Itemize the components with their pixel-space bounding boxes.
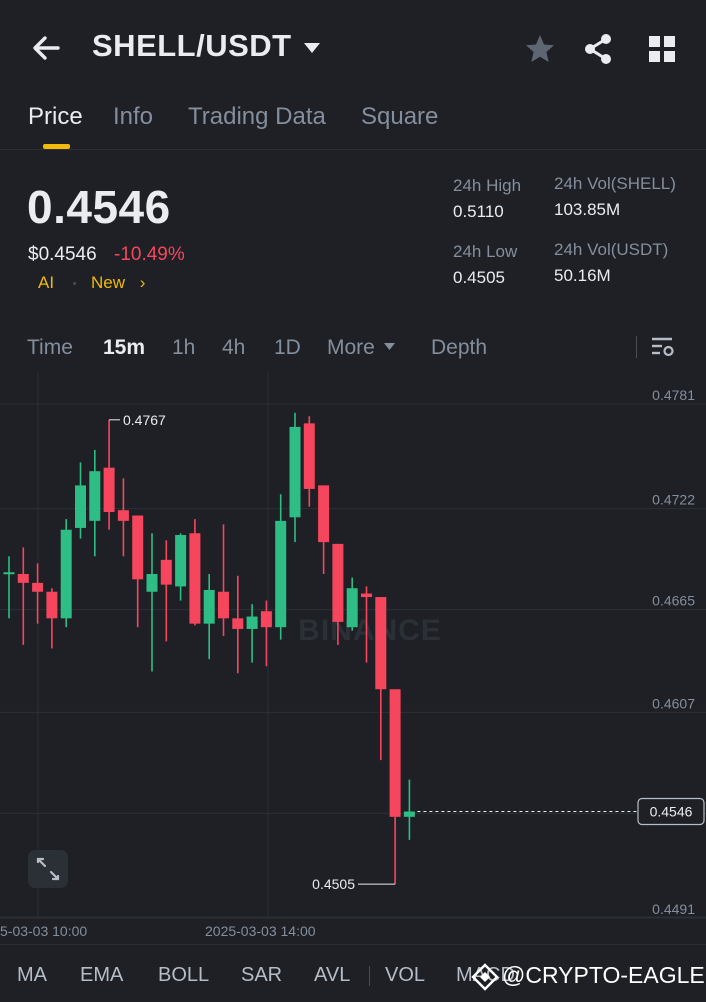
more-caret-icon bbox=[384, 343, 395, 350]
candle-body bbox=[117, 510, 129, 521]
change-percent: -10.49% bbox=[114, 244, 185, 265]
indicator-boll[interactable]: BOLL bbox=[158, 964, 210, 986]
low-label: 24h Low bbox=[453, 242, 518, 261]
high-value: 0.5110 bbox=[453, 202, 504, 221]
interval-1d[interactable]: 1D bbox=[274, 336, 301, 359]
tab-trading-data[interactable]: Trading Data bbox=[188, 103, 326, 130]
candle-body bbox=[89, 471, 101, 521]
indicator-ma[interactable]: MA bbox=[17, 964, 47, 986]
creator-watermark: @CRYPTO-EAGLE bbox=[502, 962, 705, 988]
expand-icon[interactable] bbox=[28, 850, 68, 888]
new-link[interactable]: New › bbox=[91, 273, 145, 293]
indicator-avl[interactable]: AVL bbox=[314, 964, 351, 986]
usd-price: $0.4546 bbox=[28, 244, 97, 265]
vol-base-label: 24h Vol(SHELL) bbox=[554, 174, 676, 193]
active-tab-indicator bbox=[43, 144, 70, 149]
indicator-sar[interactable]: SAR bbox=[241, 964, 283, 986]
candle-body bbox=[189, 533, 201, 624]
time-axis-label: 2025-03-03 14:00 bbox=[205, 923, 316, 939]
candle-body bbox=[361, 593, 372, 598]
interval-15m[interactable]: 15m bbox=[103, 336, 146, 359]
divider bbox=[0, 149, 706, 150]
candle-body bbox=[389, 689, 401, 817]
interval-depth[interactable]: Depth bbox=[431, 336, 488, 359]
binance-logo-icon bbox=[471, 963, 499, 991]
candle-body bbox=[375, 597, 387, 690]
back-arrow-icon[interactable] bbox=[28, 30, 64, 66]
star-icon[interactable] bbox=[523, 32, 557, 66]
chart-overlay: 0.4767 0.4505 0.4546 bbox=[109, 412, 705, 892]
price-axis-label: 0.4665 bbox=[652, 593, 695, 609]
vol-quote-value: 50.16M bbox=[554, 266, 611, 285]
vol-base-value: 103.85M bbox=[554, 200, 621, 219]
divider bbox=[0, 944, 706, 945]
header-bar: SHELL/USDT bbox=[0, 0, 706, 96]
candle-body bbox=[403, 811, 415, 817]
high-marker-label: 0.4767 bbox=[123, 412, 166, 428]
candle-body bbox=[17, 574, 29, 583]
tab-info[interactable]: Info bbox=[113, 103, 154, 130]
dot-separator bbox=[73, 282, 76, 285]
price-axis-label: 0.4491 bbox=[652, 901, 695, 917]
price-axis-label: 0.4722 bbox=[652, 492, 695, 508]
divider bbox=[636, 336, 637, 358]
divider bbox=[369, 966, 370, 986]
interval-1h[interactable]: 1h bbox=[172, 336, 196, 359]
pair-title[interactable]: SHELL/USDT bbox=[92, 28, 292, 63]
last-price-tag bbox=[637, 797, 705, 826]
candle-body bbox=[3, 572, 15, 575]
price-axis-label: 0.4781 bbox=[652, 387, 695, 403]
indicator-vol[interactable]: VOL bbox=[385, 964, 426, 986]
candles-layer bbox=[3, 412, 415, 885]
candle-body bbox=[46, 591, 58, 619]
exchange-watermark: BINANCE bbox=[298, 614, 442, 647]
candle-body bbox=[332, 543, 344, 622]
candle-body bbox=[275, 520, 287, 628]
caret-down-icon[interactable] bbox=[302, 40, 322, 56]
grid-icon[interactable] bbox=[647, 34, 677, 64]
low-value: 0.4505 bbox=[453, 268, 505, 287]
candle-body bbox=[346, 588, 358, 628]
candle-body bbox=[246, 616, 258, 629]
price-axis-label: 0.4607 bbox=[652, 695, 695, 711]
candle-body bbox=[218, 591, 229, 619]
interval-time[interactable]: Time bbox=[27, 336, 73, 359]
candle-body bbox=[303, 423, 315, 489]
candle-body bbox=[160, 559, 172, 585]
candle-body bbox=[203, 589, 215, 624]
tab-price[interactable]: Price bbox=[28, 103, 83, 130]
candle-body bbox=[318, 485, 330, 543]
share-icon[interactable] bbox=[582, 32, 614, 66]
tab-square[interactable]: Square bbox=[361, 103, 439, 130]
chevron-right-icon: › bbox=[139, 273, 146, 292]
candle-body bbox=[146, 574, 158, 592]
candle-body bbox=[60, 529, 72, 619]
candle-body bbox=[260, 611, 272, 628]
time-axis-label: 5-03-03 10:00 bbox=[0, 923, 87, 939]
low-marker-label: 0.4505 bbox=[312, 876, 355, 892]
indicator-ema[interactable]: EMA bbox=[80, 964, 124, 986]
candle-body bbox=[75, 485, 86, 528]
last-price-tag-label: 0.4546 bbox=[650, 804, 693, 820]
candle-body bbox=[132, 515, 144, 580]
candle-body bbox=[32, 582, 44, 592]
chart-settings-icon[interactable] bbox=[650, 334, 676, 360]
candle-body bbox=[103, 467, 115, 512]
new-label: New bbox=[91, 273, 126, 292]
candle-body bbox=[175, 535, 187, 587]
ai-badge[interactable]: AI bbox=[38, 273, 55, 292]
candle-body bbox=[232, 618, 244, 629]
last-price: 0.4546 bbox=[27, 181, 171, 233]
vol-quote-label: 24h Vol(USDT) bbox=[554, 240, 669, 259]
interval-4h[interactable]: 4h bbox=[222, 336, 246, 359]
interval-more[interactable]: More bbox=[327, 336, 375, 359]
candle-body bbox=[289, 426, 301, 518]
high-label: 24h High bbox=[453, 176, 522, 195]
